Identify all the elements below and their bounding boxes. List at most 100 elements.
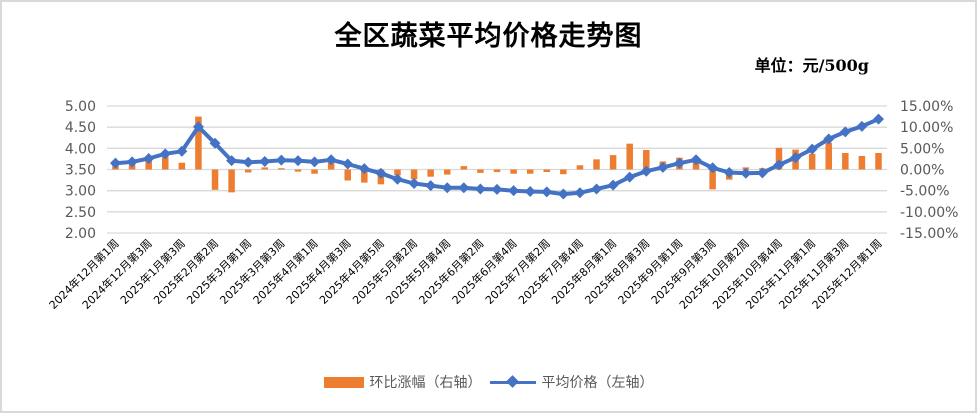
bar xyxy=(858,155,866,170)
diamond-marker-icon xyxy=(690,154,702,166)
bar xyxy=(410,169,418,180)
diamond-marker-icon xyxy=(441,182,453,194)
bar xyxy=(875,152,882,170)
bar xyxy=(145,160,152,170)
diamond-marker-icon xyxy=(325,154,337,166)
diamond-marker-icon xyxy=(176,145,188,157)
bar xyxy=(576,165,584,170)
diamond-marker-icon xyxy=(557,188,569,200)
legend-item-bar: 环比涨幅（右轴） xyxy=(323,372,482,392)
diamond-marker-icon xyxy=(806,143,818,155)
diamond-marker-icon xyxy=(259,155,271,167)
diamond-marker-icon xyxy=(275,154,287,166)
legend-item-line: 平均价格（左轴） xyxy=(489,372,654,392)
diamond-marker-icon xyxy=(591,183,603,195)
bar xyxy=(178,162,186,170)
right-axis-tick: -15.00% xyxy=(900,226,958,242)
diamond-marker-icon xyxy=(342,158,354,170)
chart-title: 全区蔬菜平均价格走势图 xyxy=(334,21,643,52)
diamond-marker-icon xyxy=(491,183,503,195)
bar xyxy=(278,168,285,170)
diamond-marker-icon xyxy=(673,157,685,169)
bar xyxy=(244,169,252,173)
bar xyxy=(162,156,169,170)
bar xyxy=(510,169,517,174)
diamond-marker-icon xyxy=(226,155,238,167)
bar xyxy=(327,162,335,170)
diamond-marker-icon xyxy=(143,152,155,164)
diamond-marker-icon xyxy=(823,133,835,145)
diamond-marker-icon xyxy=(756,167,768,179)
diamond-marker-icon xyxy=(508,185,520,197)
diamond-marker-icon xyxy=(524,186,536,198)
diamond-marker-icon xyxy=(707,162,719,174)
bar xyxy=(493,169,501,173)
diamond-marker-icon xyxy=(873,113,884,125)
left-axis-tick: 5.00 xyxy=(65,99,96,115)
right-axis-tick: -10.00% xyxy=(900,205,958,221)
unit-label: 单位：元/500g xyxy=(754,56,869,75)
bar xyxy=(808,153,816,170)
bar xyxy=(593,159,600,170)
bar xyxy=(526,169,534,174)
diamond-marker-icon xyxy=(242,156,254,168)
left-axis-tick: 4.00 xyxy=(65,141,96,157)
diamond-marker-icon xyxy=(408,177,420,189)
diamond-marker-icon xyxy=(839,126,851,138)
diamond-marker-icon xyxy=(292,155,304,167)
diamond-marker-icon xyxy=(425,180,437,192)
diamond-marker-icon xyxy=(541,186,553,198)
diamond-marker-icon xyxy=(856,120,868,132)
bar xyxy=(643,150,650,170)
bar xyxy=(261,167,269,170)
left-axis-tick: 2.00 xyxy=(65,226,96,242)
right-axis-tick: 15.00% xyxy=(900,99,953,115)
diamond-marker-icon xyxy=(209,137,221,149)
bar xyxy=(609,155,617,170)
bar xyxy=(311,169,318,174)
bar xyxy=(443,169,451,175)
bar xyxy=(626,143,633,170)
bar xyxy=(361,169,368,183)
bar xyxy=(427,169,434,177)
right-axis-tick: -5.00% xyxy=(900,184,950,200)
diamond-marker-icon xyxy=(375,167,387,179)
diamond-marker-icon xyxy=(110,157,121,169)
left-axis-tick: 2.50 xyxy=(65,205,96,221)
bar-swatch-icon xyxy=(323,376,364,388)
diamond-marker-icon xyxy=(723,166,735,178)
diamond-marker-icon xyxy=(773,159,785,171)
bar xyxy=(709,169,716,190)
right-axis-tick: 10.00% xyxy=(900,120,953,136)
diamond-marker-icon xyxy=(607,179,619,191)
legend-bar-label: 环比涨幅（右轴） xyxy=(369,375,482,391)
bar xyxy=(294,169,302,172)
bar xyxy=(775,147,783,170)
bar xyxy=(842,152,849,170)
bar xyxy=(228,169,235,193)
diamond-marker-icon xyxy=(790,152,802,164)
diamond-marker-icon xyxy=(458,182,470,194)
left-axis-tick: 4.50 xyxy=(65,120,96,136)
left-axis-tick: 3.00 xyxy=(65,184,96,200)
diamond-marker-icon xyxy=(624,171,636,183)
bar xyxy=(211,169,219,190)
bar xyxy=(477,169,484,173)
line-marker-icon xyxy=(489,376,536,388)
diamond-marker-icon xyxy=(309,156,321,168)
right-axis-tick: 5.00% xyxy=(900,141,944,157)
legend-line-label: 平均价格（左轴） xyxy=(541,375,654,391)
diamond-marker-icon xyxy=(391,173,403,185)
diamond-marker-icon xyxy=(192,121,204,133)
bar xyxy=(543,169,551,173)
bar xyxy=(460,166,468,170)
diamond-marker-icon xyxy=(574,187,586,199)
right-axis-tick: 0.00% xyxy=(900,163,944,179)
diamond-marker-icon xyxy=(657,161,669,173)
bar xyxy=(195,116,202,170)
diamond-marker-icon xyxy=(358,163,370,175)
diamond-marker-icon xyxy=(126,156,138,168)
bar xyxy=(394,169,401,176)
